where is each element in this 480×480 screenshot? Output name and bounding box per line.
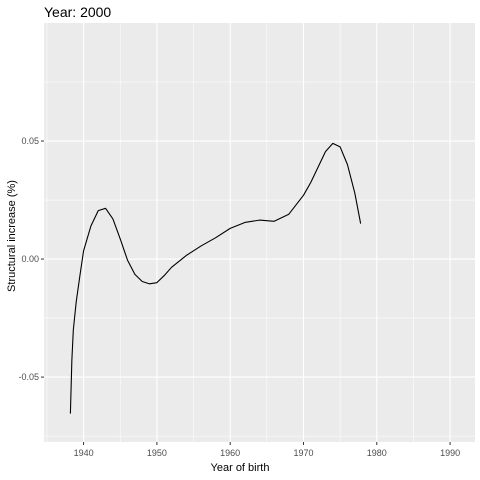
y-tick-label: 0.05	[21, 136, 39, 146]
x-tick-label: 1960	[220, 448, 240, 458]
y-tick-label: -0.05	[18, 372, 39, 382]
x-tick-label: 1970	[293, 448, 313, 458]
x-tick-label: 1990	[440, 448, 460, 458]
y-tick-label: 0.00	[21, 254, 39, 264]
y-axis-label: Structural increase (%)	[6, 180, 18, 292]
plot-panel	[44, 23, 475, 442]
chart-title: Year: 2000	[44, 4, 112, 20]
x-axis-label: Year of birth	[210, 462, 270, 474]
x-tick-label: 1940	[74, 448, 94, 458]
x-tick-label: 1980	[367, 448, 387, 458]
series-line	[69, 142, 362, 414]
x-tick-label: 1950	[147, 448, 167, 458]
